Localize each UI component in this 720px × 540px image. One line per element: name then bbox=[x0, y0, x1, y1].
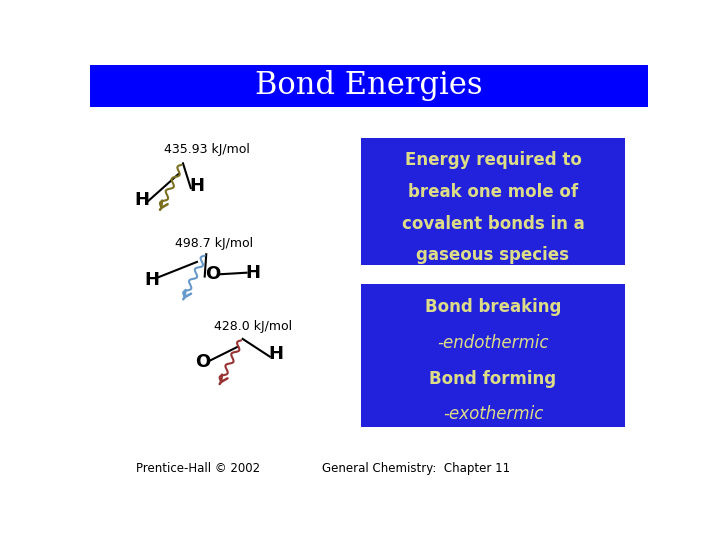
Text: Prentice-Hall © 2002: Prentice-Hall © 2002 bbox=[137, 462, 261, 475]
Text: -exothermic: -exothermic bbox=[443, 405, 543, 423]
Text: break one mole of: break one mole of bbox=[408, 183, 578, 201]
Text: covalent bonds in a: covalent bonds in a bbox=[402, 215, 585, 233]
Text: General Chemistry:  Chapter 11: General Chemistry: Chapter 11 bbox=[323, 462, 510, 475]
Text: H: H bbox=[189, 177, 204, 195]
FancyBboxPatch shape bbox=[90, 65, 648, 107]
Text: O: O bbox=[194, 353, 210, 371]
Text: H: H bbox=[246, 264, 260, 282]
Text: H: H bbox=[135, 191, 150, 208]
FancyBboxPatch shape bbox=[361, 138, 625, 265]
Text: 498.7 kJ/mol: 498.7 kJ/mol bbox=[175, 237, 253, 250]
Text: 435.93 kJ/mol: 435.93 kJ/mol bbox=[163, 143, 250, 156]
Text: O: O bbox=[204, 265, 220, 284]
Text: gaseous species: gaseous species bbox=[416, 246, 570, 265]
FancyBboxPatch shape bbox=[361, 284, 625, 427]
Text: H: H bbox=[145, 272, 160, 289]
Text: Bond breaking: Bond breaking bbox=[425, 299, 561, 316]
Text: Bond forming: Bond forming bbox=[429, 369, 557, 388]
Text: 428.0 kJ/mol: 428.0 kJ/mol bbox=[214, 320, 292, 333]
Text: Bond Energies: Bond Energies bbox=[255, 71, 483, 102]
Text: -endothermic: -endothermic bbox=[437, 334, 549, 352]
Text: H: H bbox=[269, 345, 284, 363]
Text: Energy required to: Energy required to bbox=[405, 151, 582, 169]
